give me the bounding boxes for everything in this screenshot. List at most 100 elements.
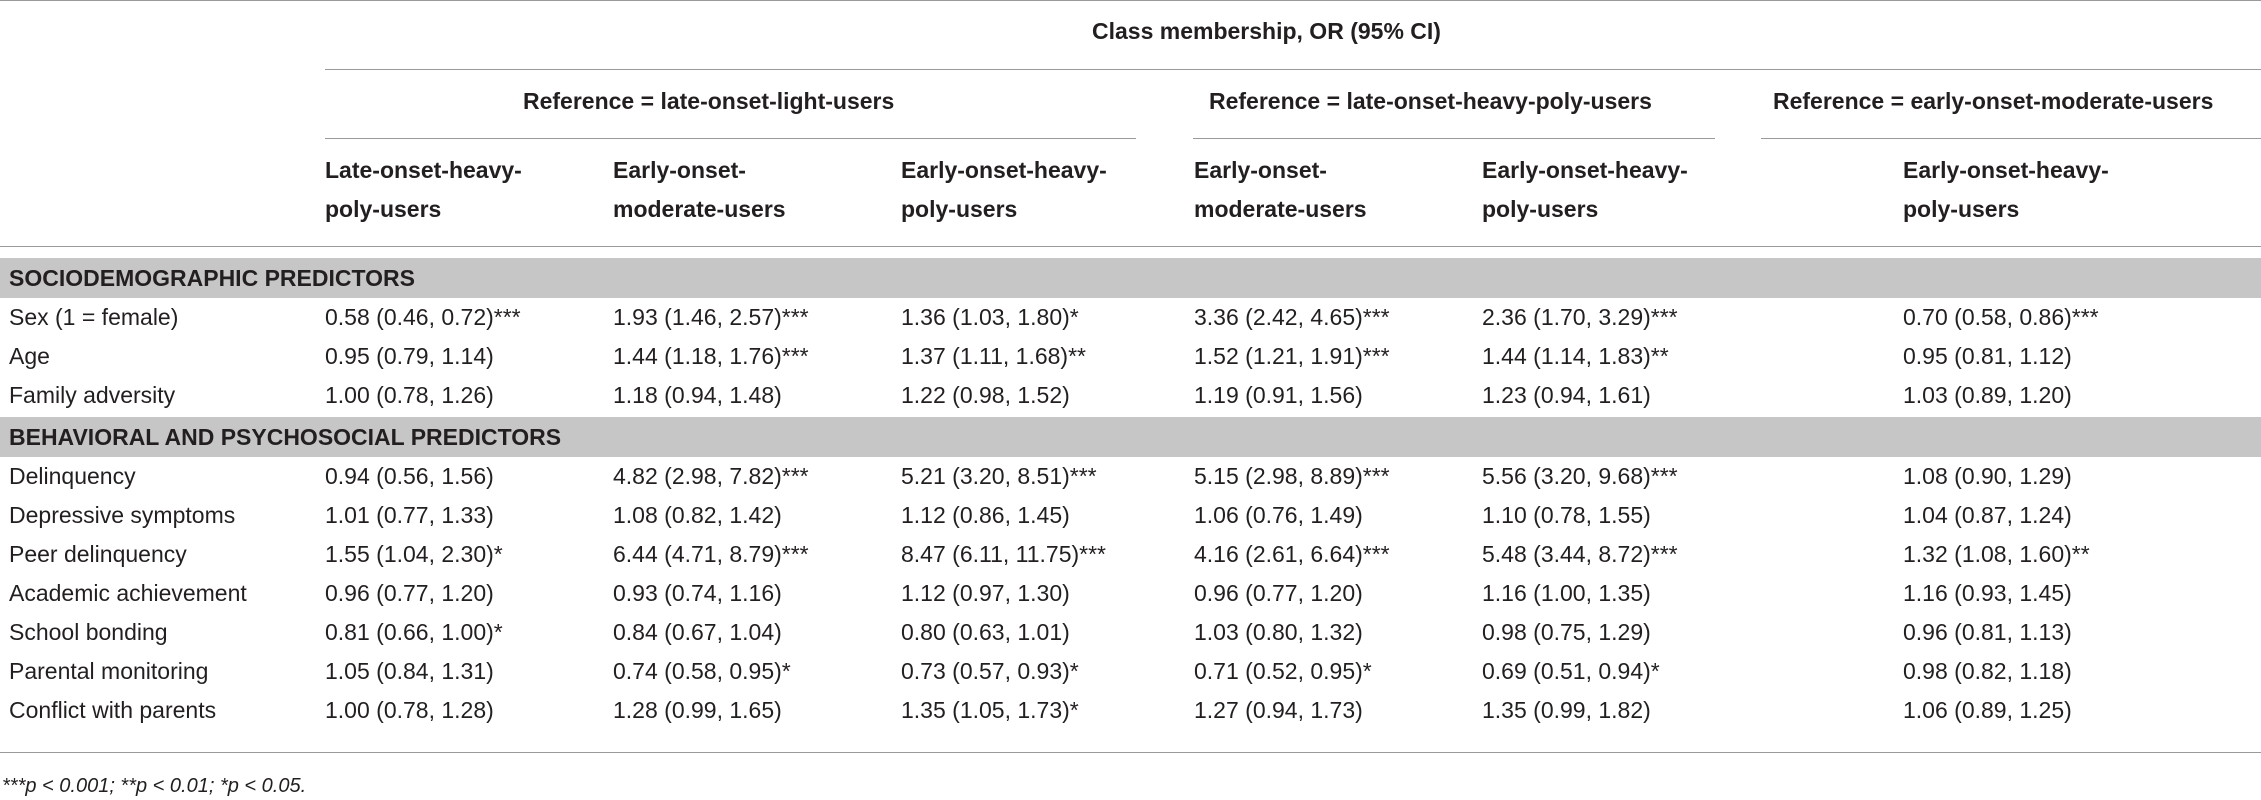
- table-cell: 1.55 (1.04, 2.30)*: [325, 541, 503, 567]
- group-rule-3: [1761, 138, 2261, 139]
- table-cell: 1.44 (1.14, 1.83)**: [1482, 343, 1669, 369]
- row-label: Age: [9, 343, 50, 369]
- table-row: Conflict with parents 1.00 (0.78, 1.28) …: [0, 691, 2261, 730]
- table-cell: 1.12 (0.97, 1.30): [901, 580, 1070, 606]
- section-band-behavioral: BEHAVIORAL AND PSYCHOSOCIAL PREDICTORS: [0, 417, 2261, 457]
- table-cell: 1.36 (1.03, 1.80)*: [901, 304, 1079, 330]
- section-title: BEHAVIORAL AND PSYCHOSOCIAL PREDICTORS: [9, 424, 562, 450]
- table-footnote: ***p < 0.001; **p < 0.01; *p < 0.05.: [2, 775, 307, 797]
- table-cell: 8.47 (6.11, 11.75)***: [901, 541, 1107, 567]
- row-label: Depressive symptoms: [9, 502, 236, 528]
- column-header-line1: Early-onset-: [613, 157, 746, 183]
- table-cell: 0.58 (0.46, 0.72)***: [325, 304, 521, 330]
- table-cell: 1.35 (0.99, 1.82): [1482, 697, 1651, 723]
- column-header-6: Early-onset-heavy- poly-users: [1903, 151, 2109, 229]
- table-cell: 0.95 (0.79, 1.14): [325, 343, 494, 369]
- table-cell: 1.93 (1.46, 2.57)***: [613, 304, 809, 330]
- table-cell: 0.74 (0.58, 0.95)*: [613, 658, 791, 684]
- column-header-line2: moderate-users: [1194, 196, 1367, 222]
- table-cell: 0.94 (0.56, 1.56): [325, 463, 494, 489]
- row-label: Peer delinquency: [9, 541, 187, 567]
- table-row: Delinquency 0.94 (0.56, 1.56) 4.82 (2.98…: [0, 457, 2261, 496]
- table-cell: 1.03 (0.80, 1.32): [1194, 619, 1363, 645]
- table-row: Age 0.95 (0.79, 1.14) 1.44 (1.18, 1.76)*…: [0, 337, 2261, 376]
- group-heading-late-onset-heavy-poly: Reference = late-onset-heavy-poly-users: [1209, 88, 1652, 114]
- table-cell: 1.10 (0.78, 1.55): [1482, 502, 1651, 528]
- table-cell: 1.52 (1.21, 1.91)***: [1194, 343, 1390, 369]
- table-cell: 1.01 (0.77, 1.33): [325, 502, 494, 528]
- row-label: School bonding: [9, 619, 168, 645]
- table-cell: 3.36 (2.42, 4.65)***: [1194, 304, 1390, 330]
- column-header-line2: poly-users: [901, 196, 1018, 222]
- table-row: Academic achievement 0.96 (0.77, 1.20) 0…: [0, 574, 2261, 613]
- table-cell: 1.44 (1.18, 1.76)***: [613, 343, 809, 369]
- table-cell: 1.28 (0.99, 1.65): [613, 697, 782, 723]
- section-band-sociodemographic: SOCIODEMOGRAPHIC PREDICTORS: [0, 258, 2261, 298]
- column-header-1: Late-onset-heavy- poly-users: [325, 151, 522, 229]
- table-cell: 1.08 (0.90, 1.29): [1903, 463, 2072, 489]
- table-cell: 0.96 (0.77, 1.20): [325, 580, 494, 606]
- table-row: School bonding 0.81 (0.66, 1.00)* 0.84 (…: [0, 613, 2261, 652]
- table-cell: 0.69 (0.51, 0.94)*: [1482, 658, 1660, 684]
- table-cell: 1.35 (1.05, 1.73)*: [901, 697, 1079, 723]
- table-cell: 1.03 (0.89, 1.20): [1903, 382, 2072, 408]
- row-label: Family adversity: [9, 382, 176, 408]
- group-rule-1: [325, 138, 1136, 139]
- column-header-line2: moderate-users: [613, 196, 786, 222]
- table-cell: 1.08 (0.82, 1.42): [613, 502, 782, 528]
- table-cell: 1.16 (0.93, 1.45): [1903, 580, 2072, 606]
- table-row: Parental monitoring 1.05 (0.84, 1.31) 0.…: [0, 652, 2261, 691]
- table-cell: 5.15 (2.98, 8.89)***: [1194, 463, 1390, 489]
- table-cell: 1.16 (1.00, 1.35): [1482, 580, 1651, 606]
- table-cell: 1.22 (0.98, 1.52): [901, 382, 1070, 408]
- column-header-2: Early-onset- moderate-users: [613, 151, 786, 229]
- table-cell: 0.70 (0.58, 0.86)***: [1903, 304, 2099, 330]
- column-header-line1: Early-onset-heavy-: [1903, 157, 2109, 183]
- top-rule: [0, 0, 2261, 1]
- table-cell: 0.71 (0.52, 0.95)*: [1194, 658, 1372, 684]
- row-label: Parental monitoring: [9, 658, 209, 684]
- table-cell: 4.82 (2.98, 7.82)***: [613, 463, 809, 489]
- table-cell: 6.44 (4.71, 8.79)***: [613, 541, 809, 567]
- table-cell: 1.00 (0.78, 1.28): [325, 697, 494, 723]
- table-row: Family adversity 1.00 (0.78, 1.26) 1.18 …: [0, 376, 2261, 415]
- table-cell: 1.19 (0.91, 1.56): [1194, 382, 1363, 408]
- table-cell: 0.73 (0.57, 0.93)*: [901, 658, 1079, 684]
- table-cell: 1.06 (0.89, 1.25): [1903, 697, 2072, 723]
- column-header-line1: Early-onset-heavy-: [901, 157, 1107, 183]
- table-cell: 1.18 (0.94, 1.48): [613, 382, 782, 408]
- column-header-line2: poly-users: [1482, 196, 1599, 222]
- row-label: Conflict with parents: [9, 697, 217, 723]
- table-cell: 1.06 (0.76, 1.49): [1194, 502, 1363, 528]
- column-header-line1: Early-onset-heavy-: [1482, 157, 1688, 183]
- table-cell: 1.32 (1.08, 1.60)**: [1903, 541, 2090, 567]
- table-cell: 4.16 (2.61, 6.64)***: [1194, 541, 1390, 567]
- row-label: Academic achievement: [9, 580, 247, 606]
- section-title: SOCIODEMOGRAPHIC PREDICTORS: [9, 265, 415, 291]
- column-header-line1: Late-onset-heavy-: [325, 157, 522, 183]
- table-cell: 5.21 (3.20, 8.51)***: [901, 463, 1097, 489]
- column-header-4: Early-onset- moderate-users: [1194, 151, 1367, 229]
- column-header-3: Early-onset-heavy- poly-users: [901, 151, 1107, 229]
- spanner-rule: [325, 69, 2261, 70]
- table-row: Sex (1 = female) 0.58 (0.46, 0.72)*** 1.…: [0, 298, 2261, 337]
- table-cell: 1.27 (0.94, 1.73): [1194, 697, 1363, 723]
- table-cell: 1.23 (0.94, 1.61): [1482, 382, 1651, 408]
- table-cell: 1.00 (0.78, 1.26): [325, 382, 494, 408]
- table-cell: 1.04 (0.87, 1.24): [1903, 502, 2072, 528]
- table-cell: 0.93 (0.74, 1.16): [613, 580, 782, 606]
- column-header-line2: poly-users: [1903, 196, 2020, 222]
- group-heading-late-onset-light: Reference = late-onset-light-users: [523, 88, 895, 114]
- row-label: Sex (1 = female): [9, 304, 179, 330]
- table-cell: 0.98 (0.75, 1.29): [1482, 619, 1651, 645]
- column-header-line2: poly-users: [325, 196, 442, 222]
- table-cell: 0.96 (0.81, 1.13): [1903, 619, 2072, 645]
- table-row: Peer delinquency 1.55 (1.04, 2.30)* 6.44…: [0, 535, 2261, 574]
- table-row: Depressive symptoms 1.01 (0.77, 1.33) 1.…: [0, 496, 2261, 535]
- table-cell: 1.37 (1.11, 1.68)**: [901, 343, 1086, 369]
- column-header-5: Early-onset-heavy- poly-users: [1482, 151, 1688, 229]
- table-cell: 5.56 (3.20, 9.68)***: [1482, 463, 1678, 489]
- table-cell: 2.36 (1.70, 3.29)***: [1482, 304, 1678, 330]
- group-heading-early-onset-moderate: Reference = early-onset-moderate-users: [1773, 88, 2214, 114]
- table-cell: 1.12 (0.86, 1.45): [901, 502, 1070, 528]
